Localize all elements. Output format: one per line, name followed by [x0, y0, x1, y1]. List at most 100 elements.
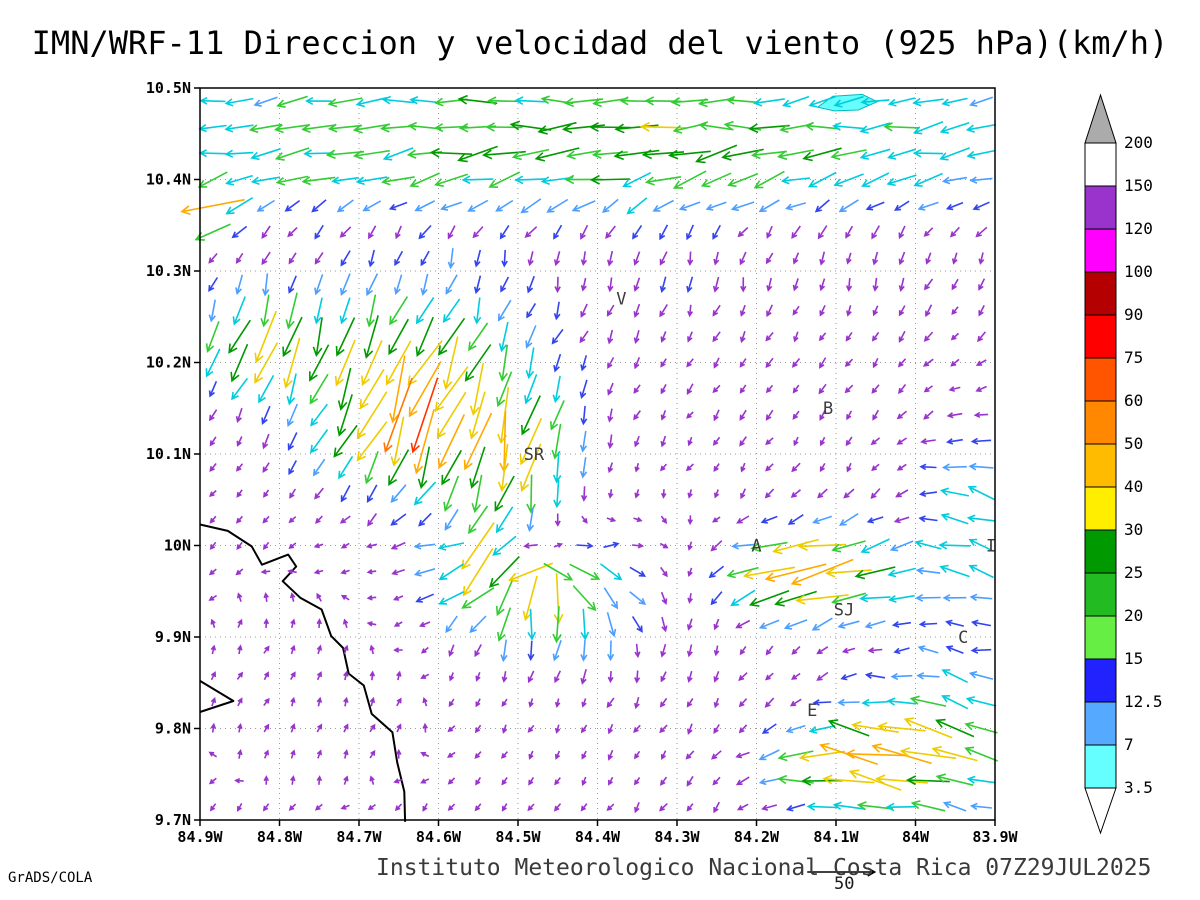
wind-arrow	[686, 775, 694, 787]
wind-arrow	[713, 724, 720, 734]
wind-arrow	[311, 199, 327, 213]
wind-arrow	[965, 696, 997, 707]
wind-arrow	[580, 277, 587, 292]
wind-arrow	[964, 721, 998, 734]
wind-arrow	[738, 672, 748, 681]
wind-arrow	[210, 644, 217, 655]
wind-arrow	[634, 489, 640, 499]
wind-arrow	[872, 357, 879, 369]
wind-arrow	[194, 223, 231, 241]
wind-arrow	[407, 340, 443, 386]
wind-arrow	[870, 437, 881, 446]
grads-credit: GrADS/COLA	[8, 870, 93, 886]
wind-arrow	[818, 383, 827, 395]
wind-arrow	[263, 671, 269, 681]
wind-arrow	[919, 463, 937, 471]
wind-arrow	[363, 315, 379, 359]
wind-arrow	[925, 252, 932, 265]
wind-arrow	[210, 697, 217, 707]
wind-arrow	[608, 776, 614, 786]
wind-arrow	[737, 226, 749, 238]
wind-arrow	[314, 252, 324, 265]
wind-arrow	[338, 455, 354, 480]
wind-arrow	[415, 297, 435, 325]
wind-arrow	[262, 541, 270, 551]
wind-arrow	[208, 594, 218, 601]
wind-arrow	[685, 463, 694, 472]
wind-arrow	[975, 359, 987, 366]
grid-lines	[199, 87, 996, 821]
wind-arrow	[208, 252, 218, 264]
wind-arrow	[418, 621, 431, 628]
wind-arrow	[765, 252, 774, 265]
wind-arrow	[727, 172, 759, 187]
wind-arrow	[580, 724, 588, 734]
colorbar-label: 150	[1124, 176, 1153, 195]
wind-arrow	[686, 411, 694, 419]
wind-arrow	[369, 749, 376, 759]
wind-arrow	[817, 488, 828, 499]
wind-arrow	[633, 384, 641, 394]
wind-arrow	[224, 149, 254, 158]
wind-arrow	[838, 199, 859, 213]
station-label-sj: SJ	[834, 601, 854, 621]
wind-arrow	[396, 697, 402, 707]
wind-arrow	[898, 305, 906, 317]
wind-arrow	[343, 749, 349, 759]
wind-arrow	[413, 408, 435, 475]
wind-arrow	[967, 485, 995, 501]
wind-arrow	[819, 409, 826, 421]
wind-arrow	[765, 409, 774, 421]
wind-arrow	[633, 724, 641, 733]
wind-arrow	[581, 776, 587, 787]
wind-arrow	[342, 618, 349, 629]
wind-arrow	[290, 696, 296, 707]
wind-arrow	[316, 749, 322, 759]
wind-arrow	[687, 670, 693, 683]
wind-arrow	[381, 95, 415, 105]
wind-arrow	[305, 96, 332, 105]
wind-arrow	[290, 749, 296, 759]
wind-arrow	[872, 305, 879, 317]
wind-arrow	[438, 317, 466, 356]
wind-arrow	[687, 251, 694, 266]
wind-arrow	[393, 647, 403, 653]
wind-arrow	[712, 224, 722, 240]
wind-arrow	[712, 276, 720, 293]
wind-arrow	[236, 436, 243, 447]
wind-arrow	[833, 173, 864, 187]
wind-arrow	[488, 171, 521, 188]
wind-arrow	[915, 567, 941, 575]
wind-arrow	[553, 301, 561, 321]
wind-arrow	[447, 225, 456, 240]
wind-arrow	[966, 775, 996, 784]
colorbar-label: 12.5	[1124, 692, 1163, 711]
wind-arrow	[492, 535, 517, 556]
wind-arrow	[413, 481, 437, 506]
wind-arrow	[739, 358, 747, 368]
wind-arrow	[942, 801, 967, 812]
wind-arrow	[579, 379, 588, 400]
wind-arrow	[500, 639, 508, 663]
wind-arrow	[777, 750, 814, 762]
wind-arrow	[844, 749, 906, 759]
wind-arrow	[235, 407, 243, 423]
wind-arrow	[872, 409, 879, 421]
colorbar-label: 60	[1124, 391, 1143, 410]
wind-arrow	[969, 593, 993, 602]
wind-arrow	[464, 344, 492, 382]
wind-arrow	[685, 750, 695, 760]
wind-arrow	[250, 176, 281, 185]
colorbar-box	[1084, 443, 1117, 488]
wind-arrow	[422, 722, 428, 733]
wind-arrow	[969, 802, 992, 811]
wind-arrow	[730, 201, 755, 212]
wind-arrow	[946, 412, 963, 419]
wind-arrow	[258, 375, 275, 404]
wind-arrow	[606, 516, 617, 523]
wind-arrow	[890, 672, 913, 681]
wind-arrow	[941, 669, 968, 684]
wind-arrow	[736, 515, 750, 524]
wind-arrow	[369, 775, 375, 785]
wind-arrow	[713, 801, 721, 814]
